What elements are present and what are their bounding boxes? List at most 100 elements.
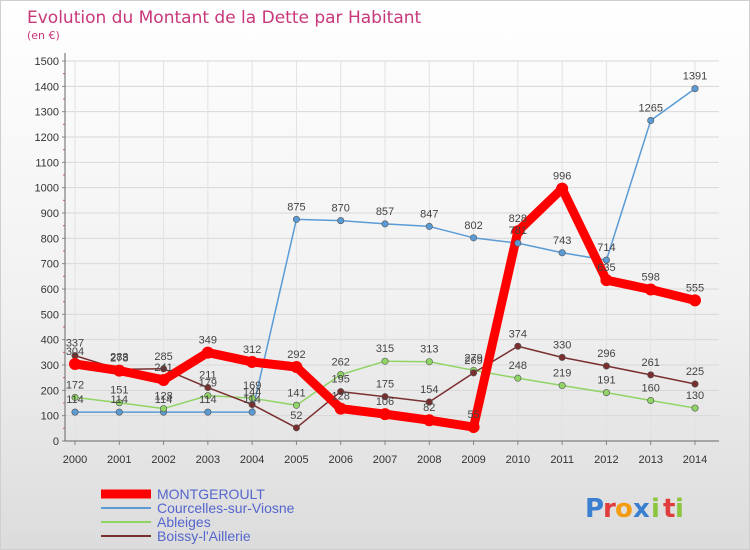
data-label: 130 [686, 390, 704, 402]
data-label: 996 [553, 171, 571, 183]
data-point [160, 405, 168, 413]
data-label: 781 [509, 225, 527, 237]
logo-letter: i [675, 494, 684, 524]
data-label: 128 [332, 391, 350, 403]
y-tick-label: 100 [41, 411, 59, 423]
y-tick-label: 400 [41, 335, 59, 347]
data-label: 278 [110, 353, 128, 365]
data-point [71, 408, 79, 416]
data-label: 144 [243, 387, 261, 399]
data-point [337, 217, 345, 225]
x-tick-label: 2006 [328, 454, 352, 466]
data-point [602, 256, 610, 264]
logo-letter: r [603, 494, 616, 524]
y-tick-label: 900 [41, 208, 59, 220]
data-label: 374 [509, 328, 527, 340]
data-point [292, 215, 300, 223]
data-point [113, 364, 126, 377]
x-tick-label: 2008 [417, 454, 441, 466]
data-label: 283 [110, 351, 128, 363]
data-point [602, 362, 610, 370]
data-point [115, 399, 123, 407]
data-point [204, 384, 212, 392]
data-point [558, 249, 566, 257]
data-point [514, 239, 522, 247]
y-tick-label: 0 [53, 436, 59, 448]
data-point [381, 220, 389, 228]
data-label: 847 [420, 208, 438, 220]
x-tick-label: 2002 [151, 454, 175, 466]
x-tick-label: 2001 [107, 454, 131, 466]
data-point [246, 355, 259, 368]
x-tick-label: 2000 [63, 454, 87, 466]
data-label: 241 [154, 362, 172, 374]
data-label: 114 [243, 394, 261, 406]
data-point [160, 365, 168, 373]
data-label: 315 [376, 343, 394, 355]
legend-label: Boissy-l'Aillerie [157, 528, 251, 544]
y-tick-label: 500 [41, 309, 59, 321]
data-point [248, 408, 256, 416]
logo-letter: P [585, 494, 604, 524]
data-point [204, 392, 212, 400]
data-label: 261 [642, 357, 660, 369]
data-point [644, 283, 657, 296]
data-point [514, 342, 522, 350]
data-point [425, 398, 433, 406]
data-label: 154 [420, 384, 438, 396]
data-point [423, 414, 436, 427]
y-tick-label: 1400 [35, 81, 59, 93]
data-point [467, 421, 480, 434]
data-label: 598 [642, 272, 660, 284]
data-point [334, 402, 347, 415]
data-point [201, 346, 214, 359]
data-label: 262 [332, 357, 350, 369]
data-label: 635 [597, 262, 615, 274]
data-point [556, 182, 569, 195]
data-label: 114 [155, 394, 173, 406]
data-label: 279 [464, 352, 482, 364]
x-tick-label: 2012 [594, 454, 618, 466]
data-point [337, 388, 345, 396]
logo-letter: o [615, 494, 633, 524]
data-point [381, 357, 389, 365]
x-tick-label: 2005 [284, 454, 308, 466]
data-point [558, 382, 566, 390]
data-point [157, 373, 170, 386]
data-label: 172 [66, 379, 84, 391]
data-label: 225 [686, 366, 704, 378]
data-label: 1391 [683, 71, 707, 83]
chart-subtitle: (en €) [27, 29, 60, 42]
data-point [115, 408, 123, 416]
data-label: 714 [597, 242, 615, 254]
data-label: 870 [332, 203, 350, 215]
data-label: 292 [287, 349, 305, 361]
data-label: 313 [420, 344, 438, 356]
data-label: 248 [509, 360, 527, 372]
data-point [514, 374, 522, 382]
data-point [470, 369, 478, 377]
y-tick-label: 1300 [35, 107, 59, 119]
data-point [69, 357, 81, 370]
data-point [600, 274, 613, 287]
data-point [425, 222, 433, 230]
data-label: 160 [642, 382, 660, 394]
data-label: 285 [154, 351, 172, 363]
data-point [292, 401, 300, 409]
data-label: 349 [199, 335, 217, 347]
data-label: 141 [287, 387, 305, 399]
x-tick-label: 2004 [240, 454, 264, 466]
data-label: 175 [376, 379, 394, 391]
data-label: 55 [467, 409, 479, 421]
y-tick-label: 1000 [35, 183, 59, 195]
y-tick-label: 1200 [35, 132, 59, 144]
x-tick-label: 2013 [638, 454, 662, 466]
data-point [290, 361, 303, 374]
data-label: 106 [376, 396, 394, 408]
data-point [647, 396, 655, 404]
data-point [511, 225, 524, 238]
data-label: 52 [290, 410, 302, 422]
data-point [691, 85, 699, 93]
